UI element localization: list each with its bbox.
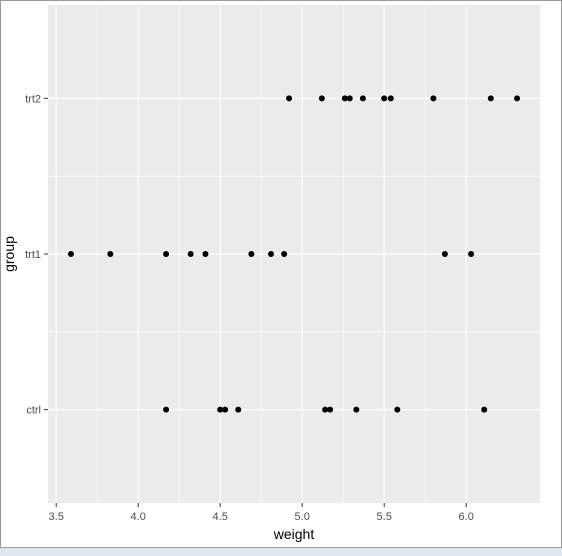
- data-point: [341, 95, 348, 102]
- data-point: [514, 95, 521, 102]
- y-tick-label: ctrl: [26, 405, 41, 417]
- data-point: [318, 95, 325, 102]
- data-point: [281, 251, 288, 257]
- y-tick-label: trt1: [25, 249, 41, 261]
- data-point: [217, 406, 224, 413]
- data-point: [202, 251, 209, 257]
- data-point: [346, 95, 353, 102]
- data-point: [286, 95, 293, 102]
- x-axis-title: weight: [273, 526, 315, 542]
- x-axis: 3.5 4.0 4.5 5.0 5.5 6.0: [49, 503, 474, 523]
- data-point: [481, 406, 488, 413]
- x-tick-label: 5.5: [377, 511, 392, 523]
- data-point: [487, 95, 494, 102]
- data-points: [67, 95, 521, 413]
- data-point: [441, 251, 448, 257]
- y-tick-label: trt2: [25, 93, 41, 105]
- data-point: [327, 406, 334, 413]
- data-point: [187, 251, 194, 257]
- y-axis-title: group: [1, 236, 17, 272]
- data-point: [468, 251, 475, 257]
- data-point: [248, 251, 255, 257]
- x-tick-label: 5.0: [295, 511, 310, 523]
- window-bottom-strip: [0, 548, 562, 556]
- y-axis: ctrl trt1 trt2: [25, 93, 48, 417]
- data-point: [394, 406, 401, 413]
- data-point: [430, 95, 437, 102]
- data-point: [235, 406, 242, 413]
- x-tick-label: 3.5: [49, 511, 64, 523]
- x-tick-label: 6.0: [459, 511, 474, 523]
- data-point: [268, 251, 275, 257]
- major-gridlines: [48, 5, 540, 503]
- data-point: [359, 95, 366, 102]
- x-tick-label: 4.5: [213, 511, 228, 523]
- scatter-plot: 3.5 4.0 4.5 5.0 5.5 6.0 ctrl trt1 trt2 weight g…: [1, 5, 540, 542]
- data-point: [381, 95, 388, 102]
- data-point: [163, 251, 170, 257]
- data-point: [322, 406, 329, 413]
- data-point: [353, 406, 360, 413]
- data-point: [222, 406, 229, 413]
- data-point: [387, 95, 394, 102]
- x-tick-label: 4.0: [131, 511, 146, 523]
- data-point: [163, 406, 170, 413]
- data-point: [67, 251, 74, 257]
- data-point: [107, 251, 114, 257]
